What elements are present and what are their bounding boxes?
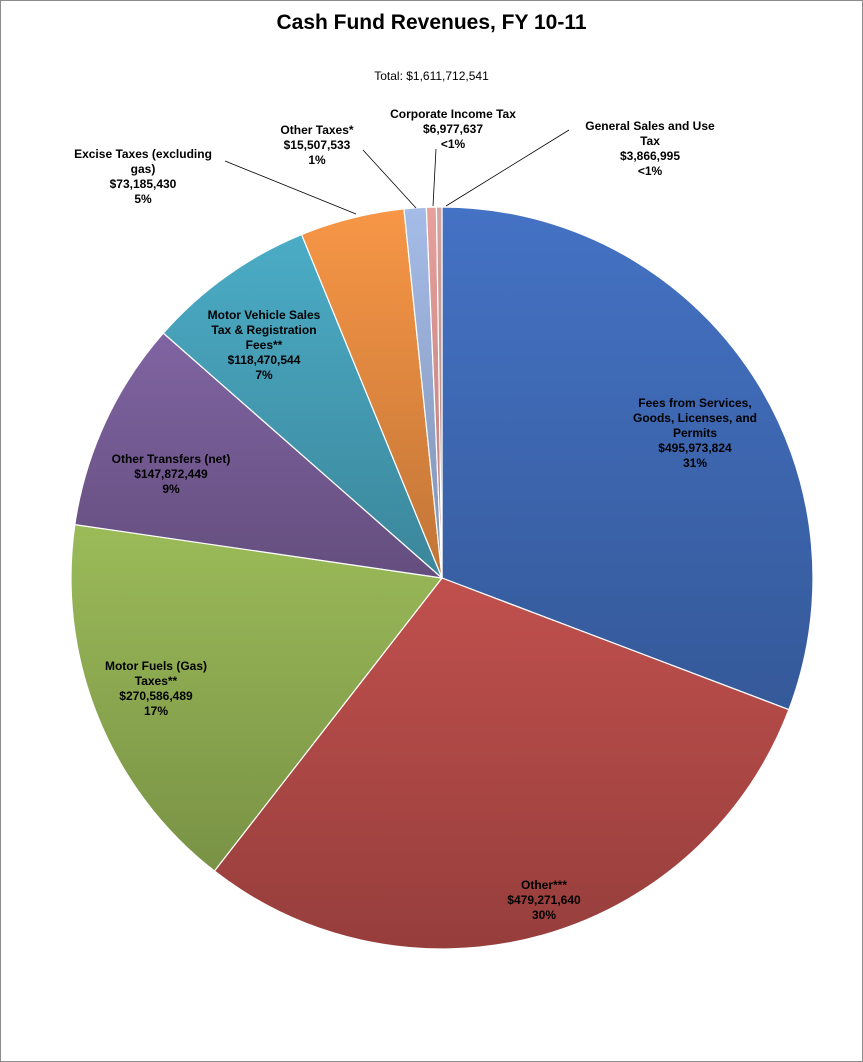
slice-label-8: Corporate Income Tax $6,977,637 <1% bbox=[390, 107, 516, 151]
pie-slice-3 bbox=[70, 523, 444, 872]
pie-slice-1 bbox=[441, 206, 814, 711]
slice-label-1: Fees from Services, Goods, Licenses, and P… bbox=[633, 396, 757, 470]
slice-label-6: Excise Taxes (excluding gas) $73,185,430 5% bbox=[74, 147, 212, 206]
slice-label-3: Motor Fuels (Gas) Taxes** $270,586,489 17% bbox=[105, 659, 207, 718]
chart-subtitle: Total: $1,611,712,541 bbox=[374, 69, 489, 83]
slice-label-7: Other Taxes* $15,507,533 1% bbox=[280, 123, 353, 167]
slice-label-2: Other*** $479,271,640 30% bbox=[507, 878, 581, 922]
leader-line-7 bbox=[362, 149, 417, 209]
leader-line-6 bbox=[224, 160, 357, 215]
chart-title: Cash Fund Revenues, FY 10-11 bbox=[276, 11, 587, 34]
slice-label-9: General Sales and Use Tax $3,866,995 <1% bbox=[585, 119, 715, 178]
pie-slice-5 bbox=[162, 233, 443, 579]
leader-line-8 bbox=[432, 148, 437, 207]
pie-slice-2 bbox=[213, 577, 790, 950]
slice-label-4: Other Transfers (net) $147,872,449 9% bbox=[112, 452, 231, 496]
leader-line-9 bbox=[445, 129, 570, 207]
slice-label-5: Motor Vehicle Sales Tax & Registration Fee… bbox=[208, 308, 321, 382]
pie-slice-4 bbox=[74, 332, 444, 579]
pie-slice-9 bbox=[435, 206, 443, 579]
